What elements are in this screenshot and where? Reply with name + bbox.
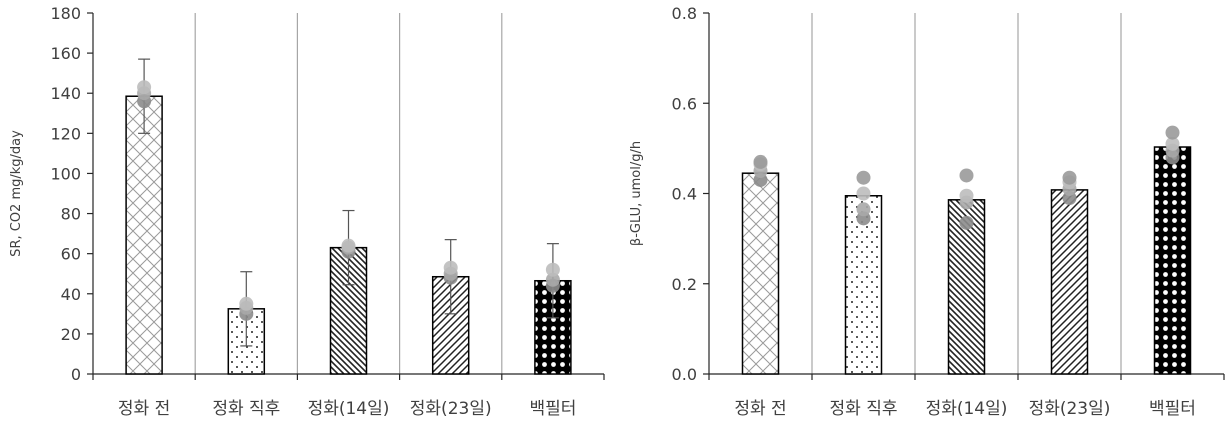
chart-2: 0.0 0.2 0.4 0.6 0.8 β-GLU, umol/g/h 정화 전 정화 직후 정… — [629, 4, 1225, 419]
y-tick-label: 140 — [50, 84, 81, 103]
data-point — [1165, 125, 1180, 140]
data-point — [959, 188, 974, 203]
data-point — [856, 170, 871, 185]
y-tick-label: 0.2 — [672, 275, 697, 294]
data-point — [959, 215, 974, 230]
data-point — [545, 272, 560, 287]
x-tick-label: 정화 전 — [118, 399, 170, 419]
x-tick-label: 정화 전 — [734, 399, 786, 419]
x-tick-label: 정화 직후 — [212, 399, 280, 419]
data-point — [239, 296, 254, 311]
y-tick-label: 0.6 — [672, 94, 697, 113]
data-point — [1062, 170, 1077, 185]
x-tick-label: 정화 직후 — [830, 399, 898, 419]
y-tick-label: 0.0 — [672, 365, 697, 384]
bar — [125, 95, 163, 375]
y-tick-label: 60 — [61, 245, 81, 264]
x-tick-label: 정화(23일) — [1029, 399, 1111, 419]
x-tick-label: 정화(14일) — [926, 399, 1008, 419]
y-tick-label: 80 — [61, 205, 81, 224]
y-tick-label: 0.8 — [672, 4, 697, 23]
bar — [1153, 146, 1192, 375]
x-tick-label: 정화(23일) — [410, 399, 492, 419]
bar — [1050, 189, 1089, 375]
y-tick-label: 120 — [50, 124, 81, 143]
y-tick-label: 0 — [71, 365, 81, 384]
y-tick-label: 160 — [50, 44, 81, 63]
data-point — [137, 80, 152, 95]
y-tick-label: 100 — [50, 164, 81, 183]
data-point — [341, 238, 356, 253]
data-point — [856, 202, 871, 217]
data-point — [856, 186, 871, 201]
y-tick-label: 0.4 — [672, 185, 697, 204]
chart-1: 0 20 40 60 80 100 120 140 160 180 SR, CO2 mg/kg/da… — [9, 4, 605, 419]
x-tick-label: 정화(14일) — [308, 399, 390, 419]
y-tick-label: 180 — [50, 4, 81, 23]
x-tick-label: 백필터 — [529, 399, 576, 419]
y-axis-label: β-GLU, umol/g/h — [629, 141, 644, 246]
y-axis-label: SR, CO2 mg/kg/day — [9, 130, 24, 257]
data-point — [959, 168, 974, 183]
bar — [844, 195, 883, 375]
y-tick-label: 40 — [61, 285, 81, 304]
data-point — [1165, 136, 1180, 151]
data-point — [443, 260, 458, 275]
data-point — [753, 154, 768, 169]
y-tick-label: 20 — [61, 325, 81, 344]
x-tick-label: 백필터 — [1149, 399, 1196, 419]
bar — [741, 172, 780, 375]
data-point — [545, 262, 560, 277]
